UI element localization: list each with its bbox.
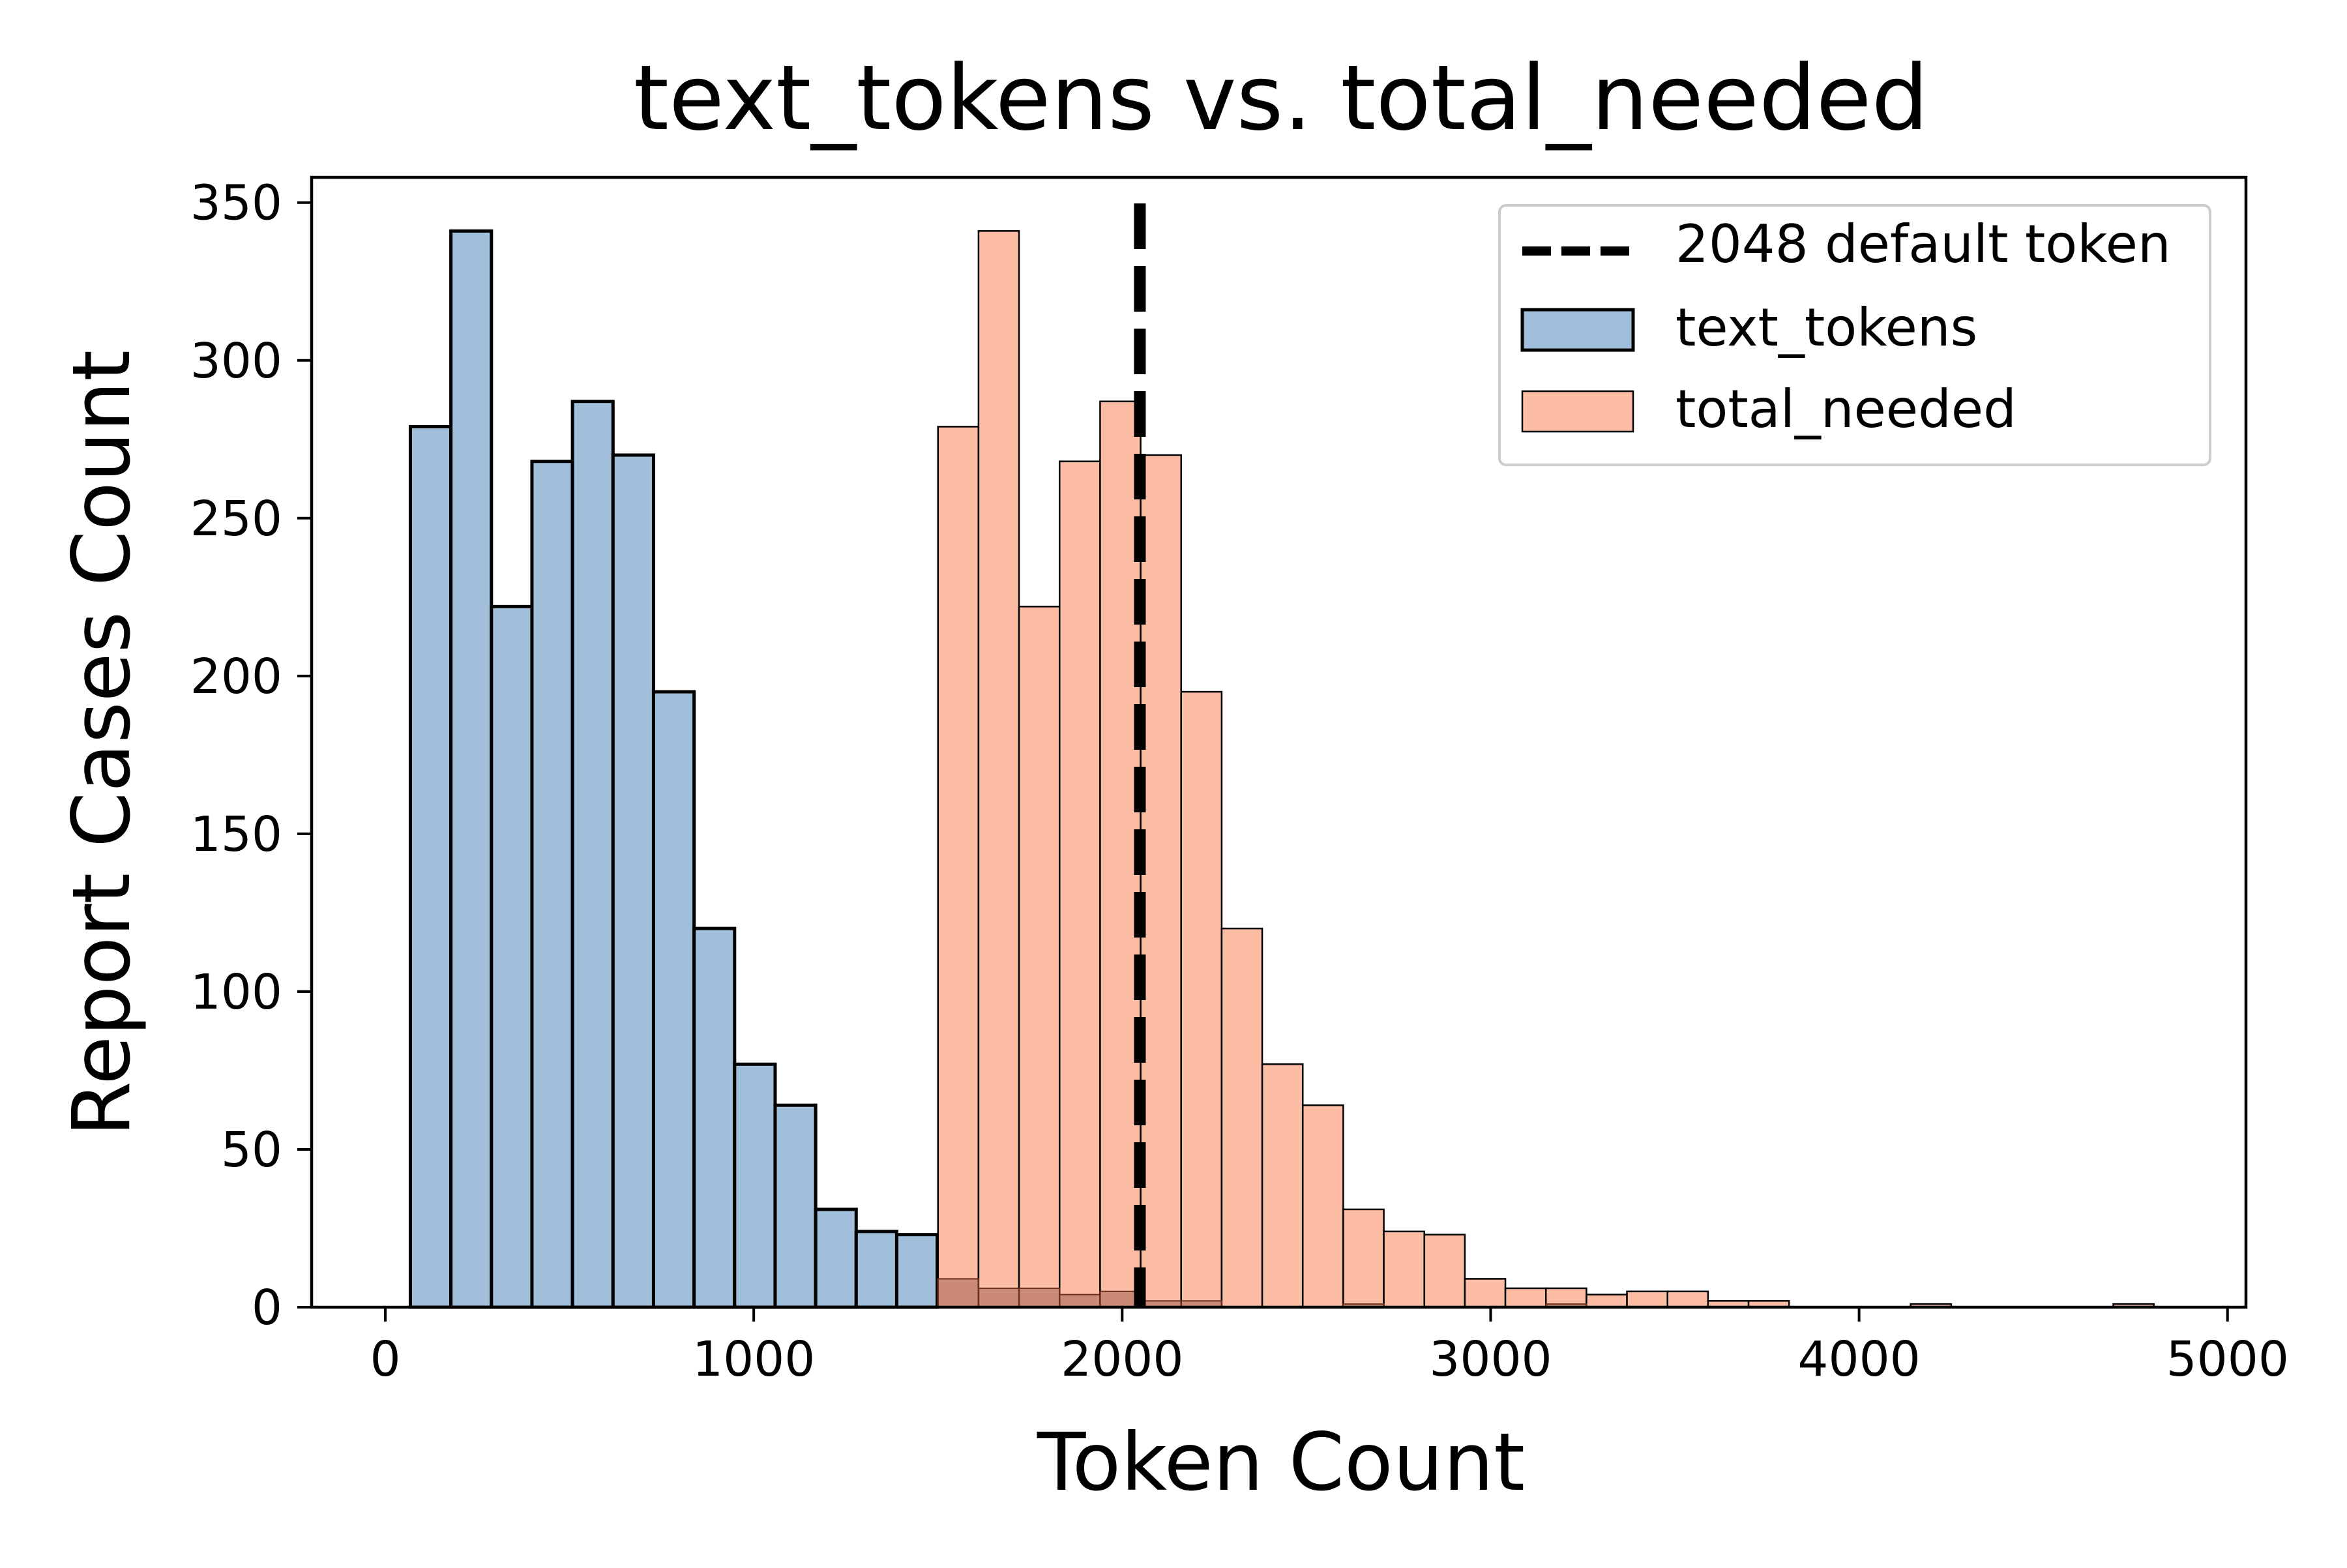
bar-text_tokens-2: [490, 604, 534, 1309]
bar-total_needed-9: [1301, 1104, 1344, 1309]
bar-total_needed-18: [1666, 1290, 1709, 1309]
bar-total_needed-7: [1220, 927, 1263, 1309]
x-tick-label-4000: 4000: [1797, 1331, 1920, 1387]
bar-total_needed-2: [1018, 606, 1061, 1309]
bar-text_tokens-6: [651, 690, 696, 1309]
chart-title: text_tokens vs. total_needed: [634, 46, 1928, 151]
overlap-bar-4: [1099, 1290, 1142, 1309]
axes: 0 1000 2000 3000 4000 5000 0 50 100 150 200 250 300 3…: [190, 175, 2289, 1387]
bar-text_tokens-4: [570, 400, 615, 1309]
legend-frame: [1498, 204, 2211, 466]
plot-area: [408, 229, 2155, 1309]
bar-total_needed-10: [1342, 1208, 1385, 1309]
y-tick-label-250: 250: [190, 491, 282, 547]
bar-total_needed-3: [1058, 460, 1101, 1309]
x-tick-label-2000: 2000: [1061, 1331, 1183, 1387]
x-tick-label-5000: 5000: [2166, 1331, 2289, 1387]
bar-text_tokens-10: [814, 1207, 858, 1309]
bar-text_tokens-9: [773, 1103, 818, 1309]
y-tick-label-200: 200: [190, 649, 282, 705]
overlap-bar-2: [1018, 1287, 1061, 1309]
overlap-bar-1: [977, 1287, 1020, 1309]
series-total_needed: [937, 230, 2155, 1309]
overlap-layer: [937, 1278, 1587, 1309]
bar-text_tokens-7: [692, 926, 737, 1309]
bar-total_needed-13: [1464, 1278, 1507, 1309]
bar-total_needed-8: [1261, 1063, 1304, 1309]
legend-swatch-text-tokens: [1520, 308, 1635, 352]
legend-label-text-tokens: text_tokens: [1675, 297, 1977, 358]
x-tick-label-3000: 3000: [1429, 1331, 1552, 1387]
y-axis-label: Report Cases Count: [55, 350, 148, 1136]
x-tick-label-1000: 1000: [692, 1331, 815, 1387]
y-tick-label-0: 0: [252, 1280, 282, 1336]
x-axis-label: Token Count: [1037, 1416, 1525, 1509]
bar-total_needed-11: [1383, 1230, 1425, 1309]
x-tick-label-0: 0: [370, 1331, 400, 1387]
legend-label-total-needed: total_needed: [1675, 379, 2016, 439]
bar-text_tokens-11: [854, 1230, 898, 1309]
bar-text_tokens-8: [733, 1062, 777, 1309]
bar-text_tokens-12: [894, 1233, 939, 1309]
y-tick-label-100: 100: [190, 964, 282, 1020]
bar-total_needed-14: [1504, 1287, 1547, 1309]
overlap-bar-3: [1059, 1294, 1101, 1308]
bar-total_needed-1: [977, 230, 1020, 1309]
y-tick-label-50: 50: [221, 1122, 282, 1178]
legend-label-reference: 2048 default token: [1675, 214, 2171, 274]
overlap-bar-0: [937, 1278, 979, 1309]
bar-text_tokens-5: [611, 453, 655, 1309]
axes-frame: [310, 175, 2248, 1309]
y-tick-label-300: 300: [190, 333, 282, 389]
y-tick-label-350: 350: [190, 175, 282, 231]
bar-text_tokens-1: [449, 229, 494, 1309]
bar-total_needed-12: [1423, 1234, 1466, 1309]
bar-total_needed-16: [1586, 1294, 1628, 1309]
bar-text_tokens-0: [408, 424, 453, 1309]
legend: 2048 default token text_tokens total_nee…: [1498, 204, 2211, 466]
bar-total_needed-17: [1626, 1290, 1668, 1309]
bar-total_needed-0: [937, 426, 980, 1309]
legend-swatch-total-needed: [1521, 390, 1634, 433]
bar-total_needed-6: [1180, 690, 1223, 1309]
bar-total_needed-5: [1140, 454, 1182, 1309]
bar-total_needed-4: [1099, 400, 1142, 1309]
y-tick-label-150: 150: [190, 806, 282, 863]
series-text_tokens: [408, 229, 939, 1309]
bar-text_tokens-3: [530, 460, 574, 1309]
